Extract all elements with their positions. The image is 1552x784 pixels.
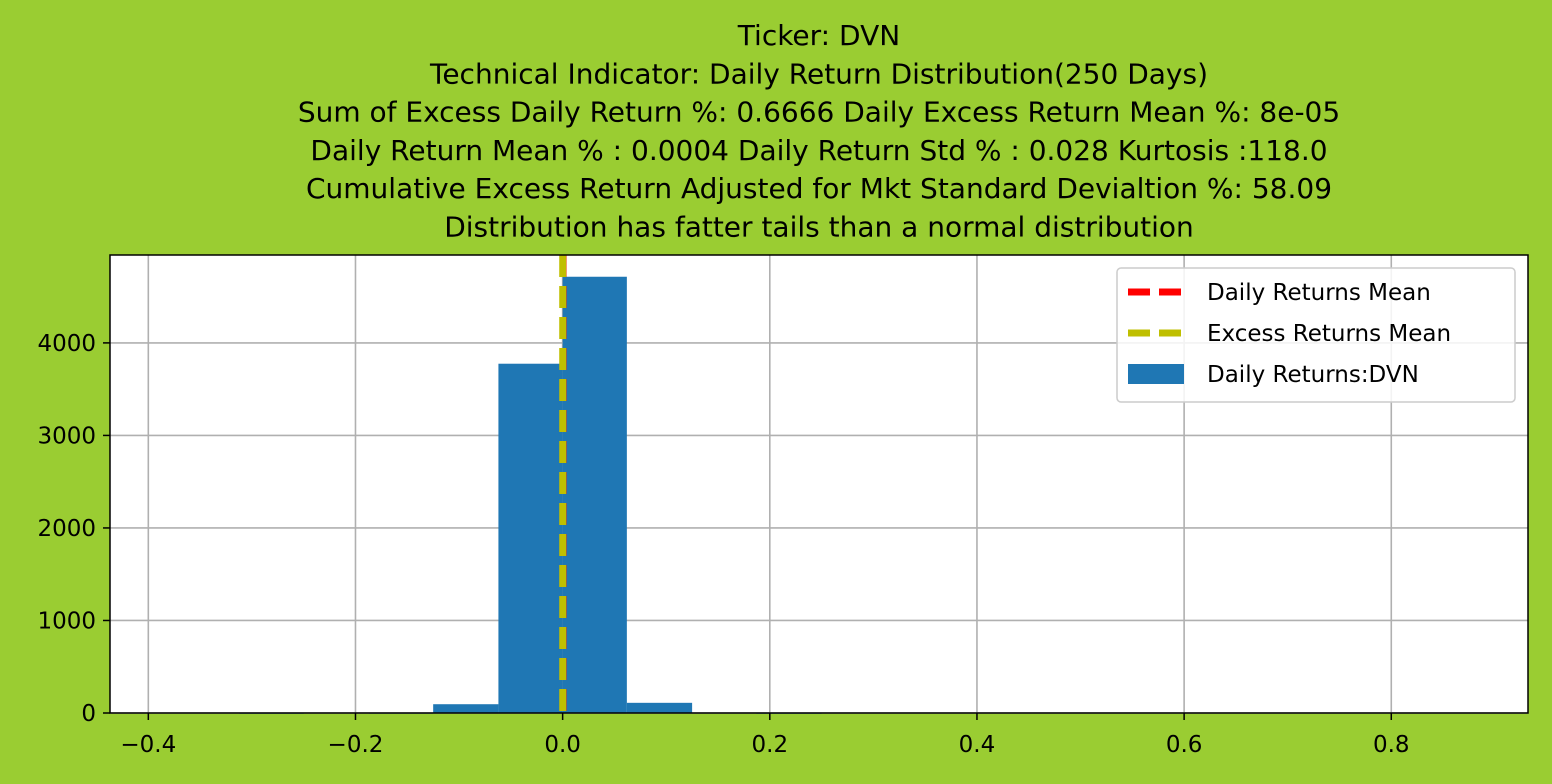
legend-label-2: Daily Returns:DVN	[1207, 362, 1419, 388]
title-line-2: Technical Indicator: Daily Return Distri…	[429, 57, 1208, 90]
y-tick-label-4: 4000	[37, 331, 96, 357]
x-tick-label-3: 0.2	[752, 732, 789, 758]
y-tick-label-1: 1000	[37, 608, 96, 634]
x-tick-label-0: −0.4	[120, 732, 176, 758]
x-axis: −0.4 −0.2 0.0 0.2 0.4 0.6 0.8	[120, 713, 1409, 758]
histogram-bar-5	[498, 364, 562, 713]
chart-title: Ticker: DVN Technical Indicator: Daily Re…	[298, 19, 1340, 244]
legend-label-1: Excess Returns Mean	[1207, 321, 1451, 347]
title-line-1: Ticker: DVN	[737, 19, 900, 52]
x-tick-label-1: −0.2	[328, 732, 384, 758]
title-line-6: Distribution has fatter tails than a nor…	[444, 211, 1194, 244]
title-line-5: Cumulative Excess Return Adjusted for Mk…	[306, 172, 1332, 205]
x-tick-label-4: 0.4	[959, 732, 996, 758]
y-tick-label-2: 2000	[37, 516, 96, 542]
histogram-bar-7	[627, 703, 692, 713]
x-tick-label-2: 0.0	[544, 732, 581, 758]
histogram-bar-4	[433, 704, 498, 713]
x-tick-label-6: 0.8	[1373, 732, 1410, 758]
title-line-3: Sum of Excess Daily Return %: 0.6666 Dai…	[298, 96, 1340, 129]
title-line-4: Daily Return Mean % : 0.0004 Daily Retur…	[310, 134, 1327, 167]
legend-swatch-2	[1128, 364, 1184, 384]
y-tick-label-0: 0	[81, 701, 96, 727]
y-tick-label-3: 3000	[37, 423, 96, 449]
legend: Daily Returns Mean Excess Returns Mean Dai…	[1117, 268, 1515, 402]
y-axis: 0 1000 2000 3000 4000	[37, 331, 110, 727]
histogram-bar-6	[563, 277, 627, 713]
x-tick-label-5: 0.6	[1166, 732, 1203, 758]
legend-label-0: Daily Returns Mean	[1207, 280, 1431, 306]
